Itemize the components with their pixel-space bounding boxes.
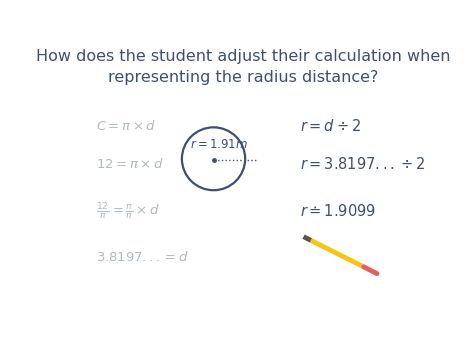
Text: $C = \pi \times d$: $C = \pi \times d$	[96, 119, 156, 133]
Text: $12 = \pi \times d$: $12 = \pi \times d$	[96, 157, 164, 171]
Text: $r = 3.8197...\div 2$: $r = 3.8197...\div 2$	[300, 156, 425, 172]
Text: $r = d \div 2$: $r = d \div 2$	[300, 118, 361, 134]
Text: $3.8197... = d$: $3.8197... = d$	[96, 250, 189, 264]
Text: $r \doteq 1.9099$: $r \doteq 1.9099$	[300, 203, 376, 219]
Text: How does the student adjust their calculation when
representing the radius dista: How does the student adjust their calcul…	[36, 49, 450, 85]
Text: $r = 1.91m$: $r = 1.91m$	[190, 138, 248, 151]
Text: $\frac{12}{\pi} = \frac{\pi}{\pi} \times d$: $\frac{12}{\pi} = \frac{\pi}{\pi} \times…	[96, 200, 160, 221]
